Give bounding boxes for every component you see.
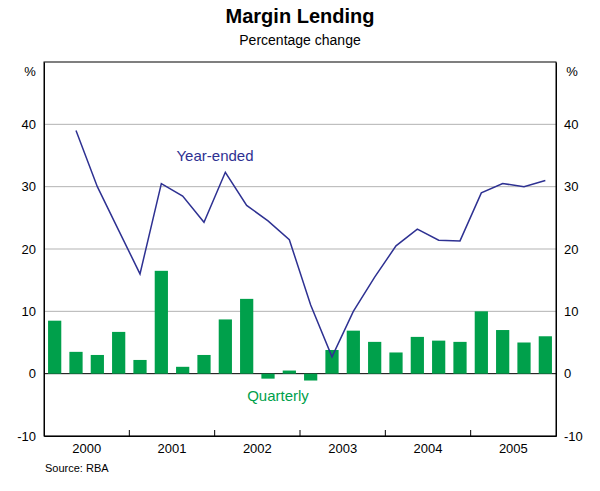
y-axis: -10 0 10 20 30 40 — [17, 63, 44, 444]
tick: 2003 — [328, 436, 357, 456]
bar — [325, 350, 338, 374]
subtitle: Percentage change — [239, 32, 361, 48]
tick: 40 — [22, 117, 44, 132]
tick: 30 — [556, 179, 578, 194]
bar — [48, 321, 61, 374]
tick-label: 0 — [564, 366, 571, 381]
bar — [517, 343, 530, 374]
bar — [283, 371, 296, 374]
tick-label: 0 — [29, 366, 36, 381]
divider — [300, 430, 301, 436]
bar — [240, 299, 253, 374]
tick-label: 30 — [22, 179, 36, 194]
bar — [496, 330, 509, 374]
tick-label: 2003 — [328, 441, 357, 456]
bar — [155, 271, 168, 374]
series-label: Quarterly — [247, 387, 309, 404]
bar — [453, 342, 466, 374]
bar — [347, 331, 360, 374]
bar — [176, 367, 189, 374]
bar — [261, 374, 274, 379]
tick-label: 2002 — [243, 441, 272, 456]
tick: 2000 — [72, 436, 101, 456]
tick: 0 — [556, 366, 571, 381]
tick: 40 — [556, 117, 578, 132]
tick-label: 2001 — [158, 441, 187, 456]
tick-label: 20 — [564, 242, 578, 257]
bar — [219, 319, 232, 373]
tick-label: 10 — [564, 304, 578, 319]
bar — [432, 341, 445, 374]
bar — [69, 352, 82, 374]
bar — [197, 355, 210, 374]
bar — [368, 342, 381, 374]
tick: 2005 — [499, 436, 528, 456]
tick: -10 — [556, 429, 583, 444]
bar — [91, 355, 104, 374]
bar — [112, 332, 125, 374]
grid-line — [44, 249, 556, 250]
tick: 2004 — [414, 436, 443, 456]
tick-label: 40 — [564, 117, 578, 132]
divider — [214, 430, 215, 436]
tick: 2001 — [158, 436, 187, 456]
y2-axis-label: % — [566, 64, 578, 79]
plot-frame — [44, 62, 556, 436]
x-axis: 2000 2001 2002 2003 2004 2005 — [45, 436, 557, 456]
tick-label: 10 — [22, 304, 36, 319]
source: Source: RBA — [45, 462, 109, 474]
tick: 30 — [22, 179, 44, 194]
y-axis-label: % — [24, 64, 36, 79]
bar — [304, 374, 317, 381]
chart: Margin Lending Percentage change%% -10 0 10 2… — [0, 0, 600, 491]
tick-label: 40 — [22, 117, 36, 132]
tick-label: -10 — [17, 429, 36, 444]
bar — [411, 337, 424, 374]
axis-line — [556, 63, 557, 437]
grid-line — [44, 186, 556, 187]
y2-axis: -10 0 10 20 30 40 — [556, 63, 583, 444]
tick-label: 30 — [564, 179, 578, 194]
bar — [389, 352, 402, 373]
title: Margin Lending — [226, 5, 375, 27]
tick: 10 — [22, 304, 44, 319]
axis-line — [45, 436, 557, 437]
x-dividers — [129, 430, 470, 436]
divider — [129, 430, 130, 436]
tick-label: 2004 — [414, 441, 443, 456]
tick: 2002 — [243, 436, 272, 456]
bar — [475, 311, 488, 373]
tick-label: 2005 — [499, 441, 528, 456]
tick-label: 2000 — [72, 441, 101, 456]
bar — [133, 360, 146, 374]
series-label: Year-ended — [176, 147, 253, 164]
line — [76, 131, 545, 357]
tick: 20 — [556, 242, 578, 257]
tick-label: -10 — [564, 429, 583, 444]
axis-line — [44, 63, 45, 437]
plot-area — [48, 131, 552, 381]
grid — [44, 124, 556, 436]
divider — [470, 430, 471, 436]
tick-label: 20 — [22, 242, 36, 257]
tick: 0 — [29, 366, 44, 381]
bar — [539, 336, 552, 373]
tick: -10 — [17, 429, 44, 444]
grid-line — [44, 124, 556, 125]
divider — [385, 430, 386, 436]
bar-series — [48, 271, 552, 381]
tick: 20 — [22, 242, 44, 257]
tick: 10 — [556, 304, 578, 319]
